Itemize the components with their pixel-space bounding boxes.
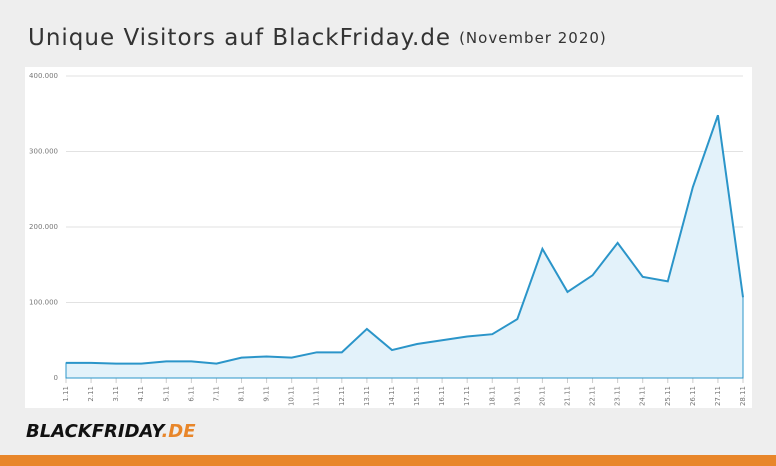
x-tick-label: 11.11 (313, 386, 321, 406)
logo-suffix: .DE (161, 421, 196, 442)
x-tick-label: 25.11 (664, 386, 672, 406)
x-tick-label: 28.11 (739, 386, 747, 406)
chart-title: Unique Visitors auf BlackFriday.de (Novem… (28, 25, 607, 51)
x-tick-label: 14.11 (388, 386, 396, 406)
y-tick-label: 200.000 (29, 223, 58, 231)
x-tick-label: 16.11 (438, 386, 446, 406)
title: Unique Visitors auf BlackFriday.de (28, 25, 451, 51)
x-tick-label: 6.11 (187, 386, 195, 402)
x-tick-label: 2.11 (87, 386, 95, 402)
y-tick-label: 300.000 (29, 148, 58, 156)
x-tick-label: 22.11 (589, 386, 597, 406)
plot: 0 100.000 200.000 300.000 400.000 1.11 2.11 3.1… (29, 72, 747, 406)
subtitle: (November 2020) (459, 29, 607, 47)
x-tick-label: 10.11 (288, 386, 296, 406)
x-tick-label: 1.11 (62, 386, 70, 402)
y-tick-label: 0 (54, 374, 58, 382)
line (66, 114, 744, 365)
x-tick-label: 19.11 (513, 386, 521, 406)
x-tick-label: 3.11 (112, 386, 120, 402)
logo-main: BLACKFRIDAY (26, 421, 166, 442)
x-tick-label: 9.11 (263, 386, 271, 402)
x-tick-label: 8.11 (238, 386, 246, 402)
x-tick-label: 18.11 (488, 386, 496, 406)
x-tick-label: 26.11 (689, 386, 697, 406)
x-tick-label: 4.11 (137, 386, 145, 402)
x-tick-label: 5.11 (162, 386, 170, 402)
x-tick-label: 13.11 (363, 386, 371, 406)
footer-bar (0, 455, 776, 466)
x-tick-label: 7.11 (212, 386, 220, 402)
x-tick-label: 15.11 (413, 386, 421, 406)
x-tick-label: 23.11 (614, 386, 622, 406)
x-tick-label: 17.11 (463, 386, 471, 406)
x-tick-label: 27.11 (714, 386, 722, 406)
x-tick-label: 12.11 (338, 386, 346, 406)
logo: BLACKFRIDAY.DE (26, 421, 196, 442)
x-tick-label: 20.11 (538, 386, 546, 406)
y-tick-label: 400.000 (29, 72, 58, 80)
x-tick-label: 24.11 (639, 386, 647, 406)
y-tick-label: 100.000 (29, 299, 58, 307)
x-tick-label: 21.11 (563, 386, 571, 406)
